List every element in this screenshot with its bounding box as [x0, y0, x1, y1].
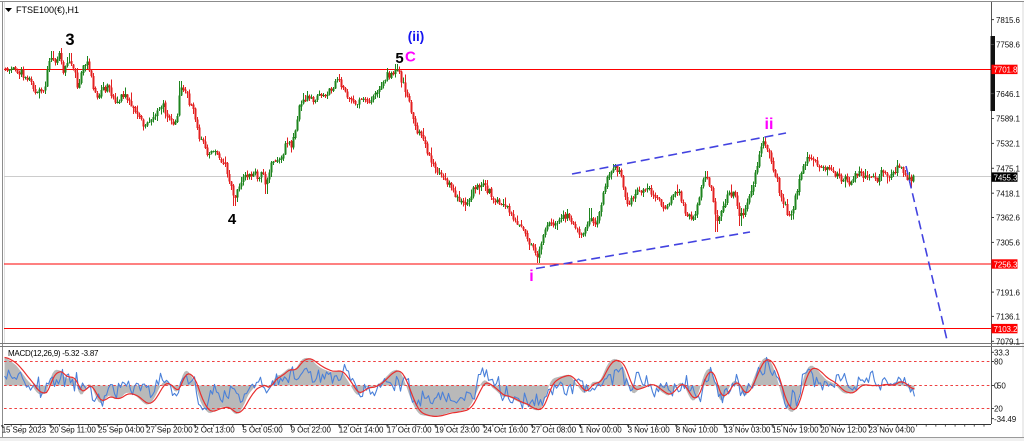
svg-text:3: 3 — [65, 31, 74, 49]
svg-text:33.3: 33.3 — [994, 349, 1010, 358]
svg-text:8 Nov 10:00: 8 Nov 10:00 — [676, 426, 719, 435]
svg-text:7532.1: 7532.1 — [996, 140, 1021, 149]
svg-text:23 Nov 04:00: 23 Nov 04:00 — [868, 426, 915, 435]
svg-text:7136.1: 7136.1 — [996, 313, 1021, 322]
svg-text:FTSE100(€),H1: FTSE100(€),H1 — [16, 5, 79, 15]
svg-text:7362.6: 7362.6 — [996, 214, 1021, 223]
svg-text:13 Nov 03:00: 13 Nov 03:00 — [724, 426, 771, 435]
svg-text:7701.8: 7701.8 — [994, 66, 1019, 75]
svg-text:20 Sep 11:00: 20 Sep 11:00 — [50, 426, 96, 435]
svg-text:7455.3: 7455.3 — [994, 173, 1019, 182]
svg-text:7475.1: 7475.1 — [996, 165, 1021, 174]
svg-text:24 Oct 16:00: 24 Oct 16:00 — [483, 426, 528, 435]
svg-text:ii: ii — [765, 116, 774, 133]
svg-text:7758.6: 7758.6 — [996, 41, 1021, 50]
svg-text:7589.1: 7589.1 — [996, 115, 1021, 124]
svg-text:C: C — [405, 49, 416, 66]
svg-text:19 Oct 23:00: 19 Oct 23:00 — [435, 426, 480, 435]
svg-text:5: 5 — [395, 50, 403, 67]
svg-text:9 Oct 22:00: 9 Oct 22:00 — [291, 426, 332, 435]
svg-text:2 Oct 13:00: 2 Oct 13:00 — [194, 426, 235, 435]
svg-text:7305.6: 7305.6 — [996, 239, 1021, 248]
svg-text:4: 4 — [228, 211, 237, 228]
svg-text:25 Sep 04:00: 25 Sep 04:00 — [98, 426, 145, 435]
svg-text:15 Sep 2023: 15 Sep 2023 — [2, 426, 47, 435]
svg-text:-34.49: -34.49 — [994, 415, 1017, 424]
svg-text:0: 0 — [994, 382, 999, 391]
svg-text:MACD(12,26,9) -5.32 -3.87: MACD(12,26,9) -5.32 -3.87 — [8, 349, 99, 358]
svg-text:50: 50 — [997, 382, 1006, 391]
svg-text:20: 20 — [994, 405, 1003, 414]
svg-text:7103.2: 7103.2 — [994, 325, 1019, 334]
svg-text:i: i — [529, 268, 533, 285]
svg-text:7815.6: 7815.6 — [996, 16, 1021, 25]
svg-text:7646.1: 7646.1 — [996, 90, 1021, 99]
svg-text:17 Oct 07:00: 17 Oct 07:00 — [387, 426, 432, 435]
svg-text:7418.1: 7418.1 — [996, 189, 1021, 198]
svg-text:1 Nov 00:00: 1 Nov 00:00 — [580, 426, 623, 435]
svg-text:3 Nov 16:00: 3 Nov 16:00 — [628, 426, 671, 435]
svg-text:15 Nov 19:00: 15 Nov 19:00 — [772, 426, 819, 435]
svg-text:27 Oct 08:00: 27 Oct 08:00 — [531, 426, 576, 435]
svg-text:5 Oct 05:00: 5 Oct 05:00 — [242, 426, 283, 435]
svg-text:27 Sep 20:00: 27 Sep 20:00 — [146, 426, 193, 435]
svg-text:7079.1: 7079.1 — [996, 338, 1021, 347]
svg-text:(ii): (ii) — [408, 29, 425, 44]
svg-text:12 Oct 14:00: 12 Oct 14:00 — [339, 426, 384, 435]
svg-text:20 Nov 12:00: 20 Nov 12:00 — [820, 426, 867, 435]
svg-text:7256.3: 7256.3 — [994, 260, 1019, 269]
svg-text:7191.6: 7191.6 — [996, 288, 1021, 297]
svg-text:80: 80 — [994, 358, 1003, 367]
